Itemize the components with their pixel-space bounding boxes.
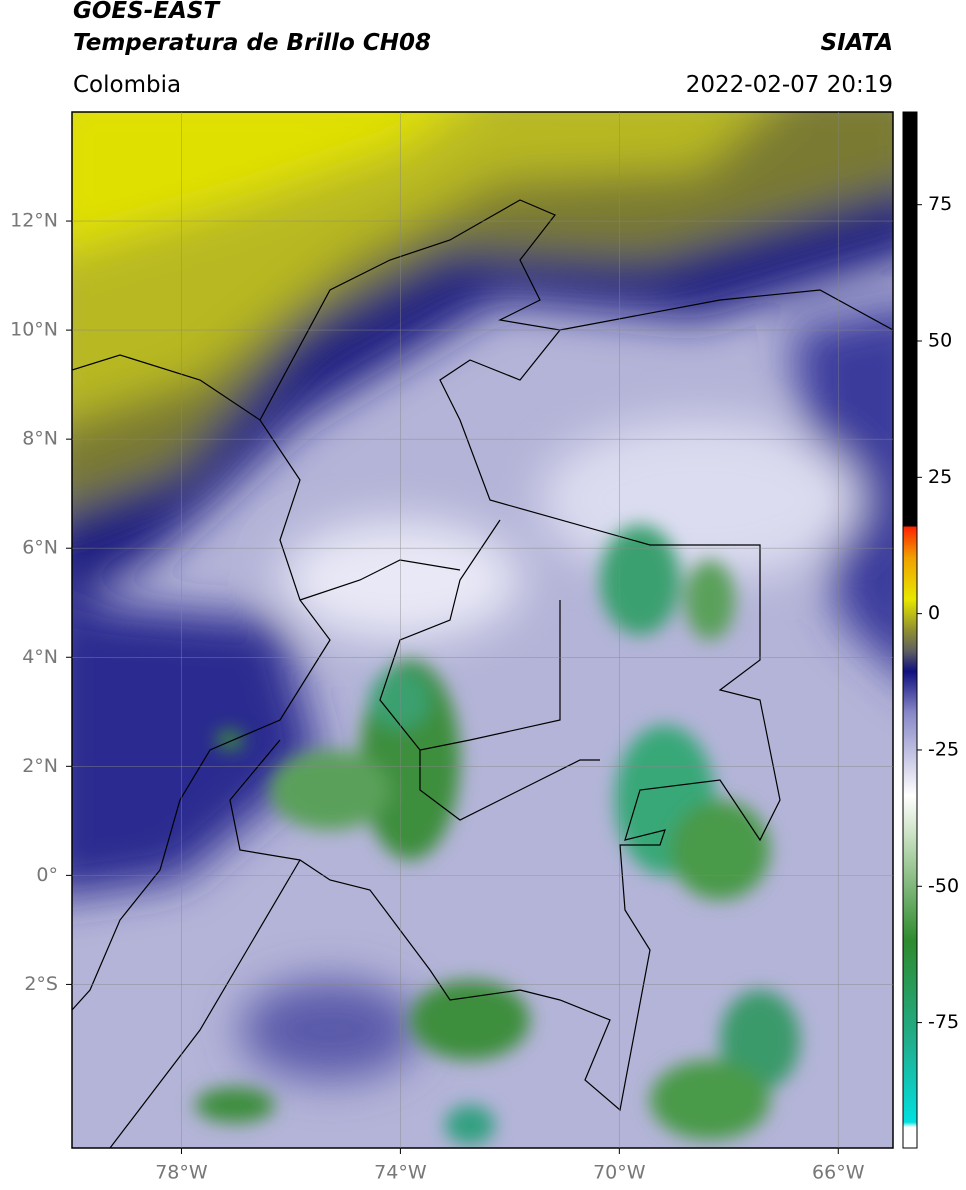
source: SIATA: [820, 30, 893, 56]
lat-tick-label: 10°N: [10, 319, 58, 341]
map-frame: [71, 111, 894, 1149]
colorbar-tick-label: 50: [928, 330, 952, 352]
lat-tick-label: 8°N: [22, 428, 58, 450]
colorbar-tick-label: 75: [928, 193, 952, 215]
colorbar-tick-label: 25: [928, 466, 952, 488]
borders: [72, 199, 893, 1148]
lon-tick-label: 74°W: [374, 1162, 427, 1184]
title-line1: GOES-EAST: [73, 0, 220, 24]
lat-tick-label: 2°N: [22, 755, 58, 777]
lat-tick-label: 4°N: [22, 646, 58, 668]
lat-tick-label: 2°S: [24, 973, 58, 995]
colorbar-tick-label: -75: [928, 1011, 959, 1033]
lat-tick-label: 6°N: [22, 537, 58, 559]
colorbar-tick-label: -25: [928, 738, 959, 760]
satellite-image: [72, 112, 893, 1148]
region: Colombia: [73, 72, 182, 98]
lon-tick-label: 78°W: [155, 1162, 208, 1184]
title-line2: Temperatura de Brillo CH08: [73, 30, 431, 56]
colorbar: [902, 111, 918, 1149]
lon-tick-label: 66°W: [812, 1162, 865, 1184]
lat-tick-label: 0°: [36, 864, 58, 886]
datetime: 2022-02-07 20:19: [685, 72, 893, 98]
lon-tick-label: 70°W: [593, 1162, 646, 1184]
colorbar-tick-label: 0: [928, 602, 940, 624]
colorbar-tick-label: -50: [928, 875, 959, 897]
lat-tick-label: 12°N: [10, 210, 58, 232]
